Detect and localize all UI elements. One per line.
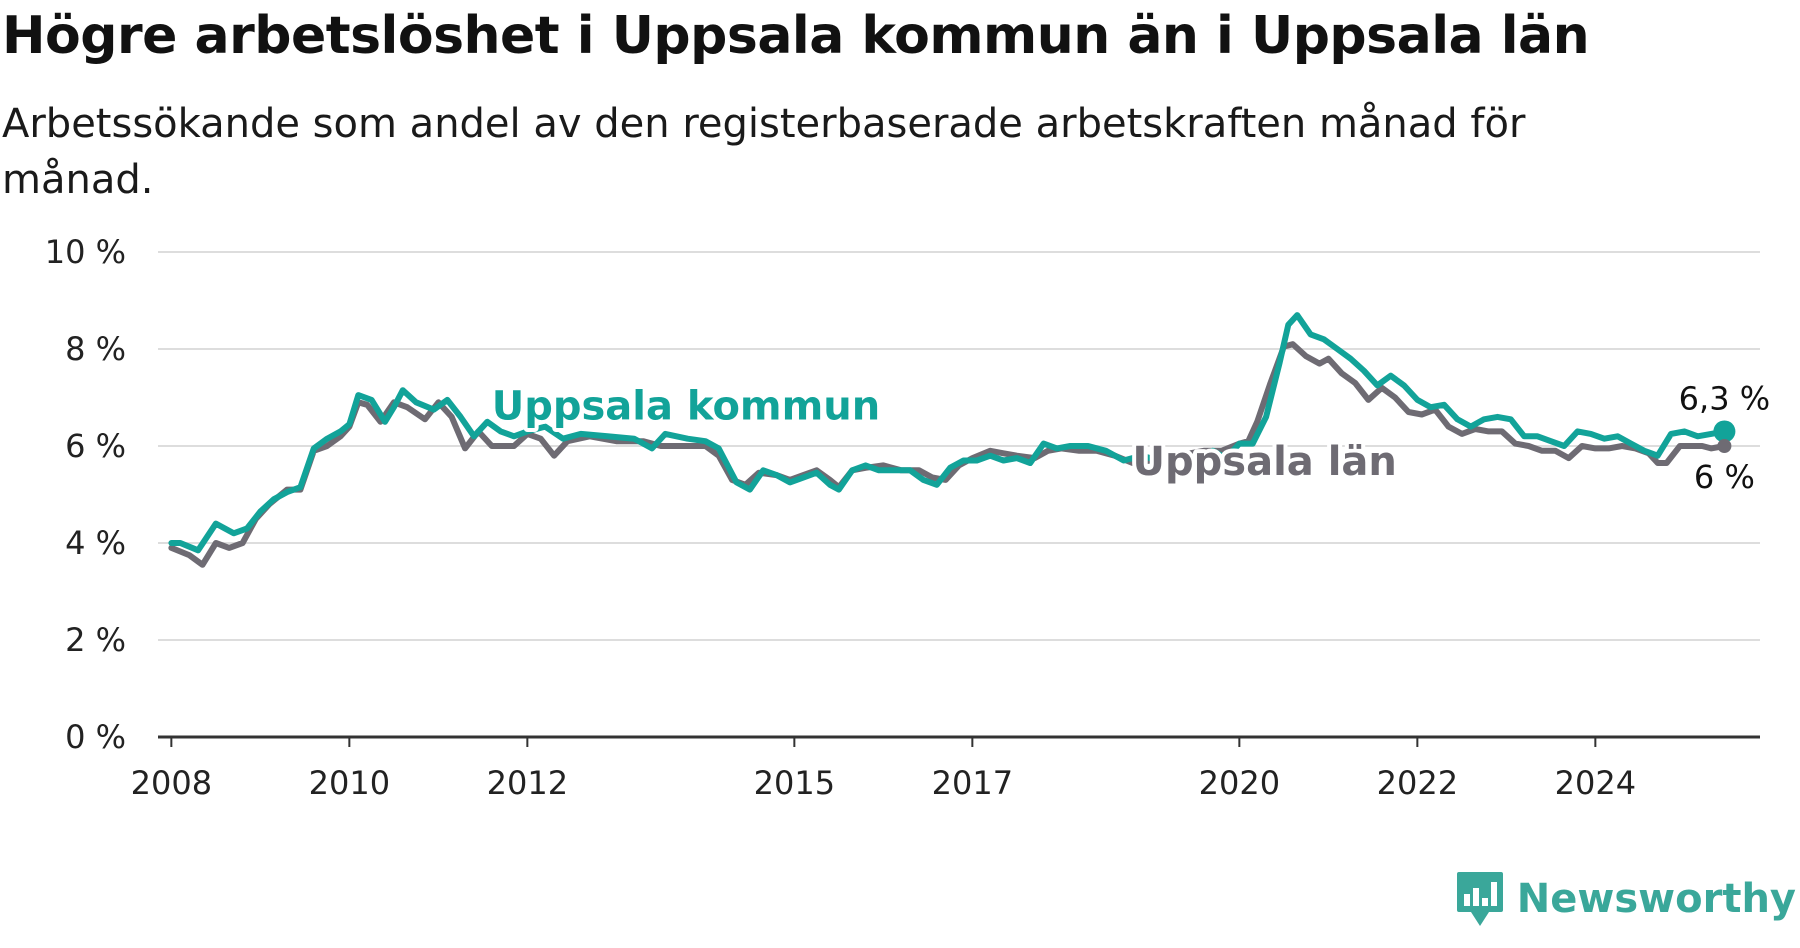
end-label-lan-text: 6 % [1694,458,1755,496]
page-subtitle: Arbetssökande som andel av den registerb… [2,101,1526,203]
series-label-uppsala-kommun-halo: Uppsala kommun [492,383,881,429]
x-tick-label: 2010 [309,764,390,802]
x-tick-label: 2015 [754,764,835,802]
series-label-uppsala-kommun-text: Uppsala kommun [492,383,881,429]
y-tick-label: 10 % [45,233,126,271]
chart-gridlines [158,251,1760,641]
x-tick: 2010 [309,737,390,802]
end-label-kommun: 6,3 %6,3 % [1675,375,1774,421]
y-axis: 0 % 2 % 4 % 6 % 8 % 10 % [45,233,126,756]
brand-name: Newsworthy [1516,876,1796,922]
y-tick-label: 4 % [65,524,126,562]
y-tick-label: 6 % [65,427,126,465]
x-tick-label: 2017 [932,764,1013,802]
y-tick: 10 % [45,233,126,271]
end-label-kommun-text: 6,3 % [1679,379,1770,417]
x-tick: 2024 [1555,737,1636,802]
y-tick: 2 % [65,621,126,659]
end-label-kommun-halo: 6,3 % [1679,379,1770,417]
series-label-uppsala-län-text: Uppsala län [1133,439,1397,485]
x-tick: 2022 [1377,737,1458,802]
end-label-lan: 6 %6 % [1690,454,1759,500]
x-tick: 2012 [487,737,568,802]
x-tick-label: 2008 [131,764,212,802]
x-tick: 2008 [131,737,212,802]
end-point-kommun [1713,420,1736,443]
x-axis: 2008 2010 2012 2015 2017 2020 2022 2024 [131,735,1760,802]
y-tick-label: 8 % [65,330,126,368]
y-tick: 6 % [65,427,126,465]
series-label-uppsala-län-halo: Uppsala län [1133,439,1397,485]
page-title: Högre arbetslöshet i Uppsala kommun än i… [2,6,1590,66]
x-tick-label: 2020 [1199,764,1280,802]
newsworthy-brand: Newsworthy [1455,870,1796,928]
chart-series [168,312,1728,568]
y-tick-label: 2 % [65,621,126,659]
end-label-lan-halo: 6 % [1694,458,1755,496]
end-point-lan [1717,439,1732,453]
x-tick-label: 2012 [487,764,568,802]
series-line-uppsala-kommun [168,312,1728,554]
y-tick: 0 % [65,718,126,756]
x-tick: 2020 [1199,737,1280,802]
y-tick: 8 % [65,330,126,368]
newsworthy-logo-icon [1456,872,1503,926]
x-tick-label: 2024 [1555,764,1636,802]
series-line-uppsala-län [168,341,1728,568]
y-tick-label: 0 % [65,718,126,756]
x-tick: 2017 [932,737,1013,802]
y-tick: 4 % [65,524,126,562]
x-tick-label: 2022 [1377,764,1458,802]
x-tick: 2015 [754,737,835,802]
